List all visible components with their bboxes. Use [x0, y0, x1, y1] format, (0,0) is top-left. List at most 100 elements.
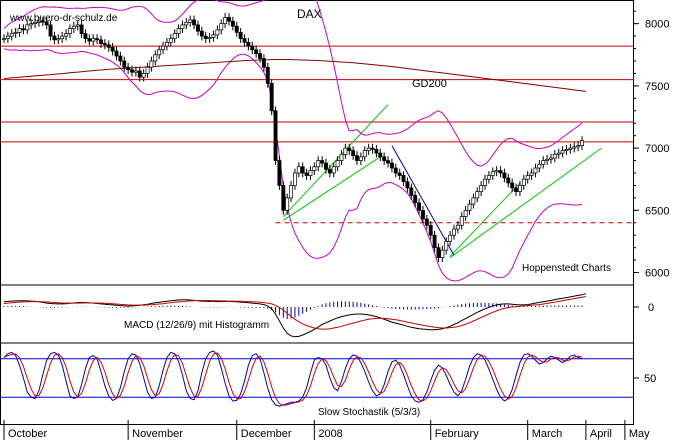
candle-body: [467, 203, 472, 211]
candle-body: [17, 28, 22, 33]
candle-body: [36, 20, 41, 23]
month-label: February: [435, 428, 480, 440]
month-label: December: [241, 428, 292, 440]
candle-body: [110, 46, 115, 52]
candle-body: [48, 24, 53, 37]
candle-body: [459, 216, 464, 226]
candle-body: [568, 147, 573, 150]
y-tick-label: 7000: [645, 143, 669, 155]
candle-body: [188, 19, 193, 23]
watermark: www.buero-dr-schulz.de: [9, 13, 118, 24]
candle-body: [130, 69, 134, 73]
candle-body: [304, 172, 309, 176]
candle-body: [374, 149, 379, 154]
candle-body: [545, 158, 550, 161]
candle-body: [141, 73, 146, 78]
y-tick-label: 6000: [645, 268, 669, 280]
candle-body: [560, 150, 565, 154]
candle-body: [207, 37, 212, 39]
month-label: March: [532, 428, 563, 440]
candle-body: [219, 23, 224, 31]
candle-body: [471, 197, 476, 205]
gd200-label: GD200: [412, 78, 447, 90]
candle-body: [448, 234, 453, 242]
stoch-d-line: [3, 352, 583, 406]
candle-body: [137, 70, 142, 78]
candle-body: [87, 38, 92, 42]
candle-body: [29, 23, 34, 26]
candle-body: [281, 185, 286, 211]
candle-body: [413, 195, 418, 204]
candle-body: [238, 32, 243, 39]
candle-body: [126, 66, 131, 71]
candle-body: [494, 170, 499, 173]
candle-body: [246, 41, 251, 47]
candle-body: [273, 110, 278, 161]
candle-body: [358, 156, 363, 161]
candle-body: [552, 153, 557, 159]
candle-body: [242, 38, 247, 43]
candle-body: [386, 160, 390, 164]
candle-body: [71, 25, 76, 29]
candle-body: [327, 168, 332, 174]
candle-body: [168, 38, 173, 43]
candle-body: [122, 60, 127, 68]
candle-body: [521, 178, 526, 186]
candle-body: [421, 209, 425, 220]
candle-body: [556, 152, 561, 155]
candle-body: [230, 20, 235, 27]
candle-body: [432, 234, 437, 249]
candle-body: [331, 166, 336, 174]
candle-body: [157, 49, 162, 56]
candle-body: [409, 187, 414, 196]
candle-body: [300, 166, 305, 174]
candle-body: [490, 171, 495, 176]
candle-body: [265, 66, 270, 84]
candle-body: [149, 60, 154, 68]
stoch-k-line: [3, 350, 583, 407]
candle-body: [99, 39, 103, 44]
month-label: May: [629, 428, 650, 440]
candle-body: [258, 53, 262, 59]
candle-body: [366, 147, 371, 151]
candle-body: [324, 162, 328, 170]
candle-body: [250, 45, 255, 51]
candle-body: [362, 150, 367, 158]
stochastic-label: Slow Stochastik (5/3/3): [318, 407, 420, 418]
candle-body: [514, 187, 519, 193]
candle-body: [486, 175, 491, 180]
macd-label: MACD (12/26/9) mit Histogramm: [124, 320, 269, 331]
candle-body: [572, 146, 577, 149]
candle-body: [261, 58, 266, 68]
candle-body: [417, 202, 422, 211]
y-tick-label: 8000: [645, 19, 669, 31]
candle-body: [5, 35, 10, 39]
candle-body: [285, 197, 290, 211]
candle-body: [510, 182, 515, 189]
candle-body: [145, 66, 150, 74]
candle-body: [463, 209, 468, 217]
candle-body: [64, 33, 69, 37]
candle-body: [533, 167, 538, 174]
candle-body: [436, 247, 441, 258]
candle-body: [161, 45, 165, 51]
candle-body: [525, 175, 530, 180]
candle-body: [292, 172, 297, 186]
candle-body: [424, 218, 429, 226]
macd-signal-line: [3, 296, 586, 330]
month-label: November: [132, 428, 183, 440]
candle-body: [335, 160, 340, 168]
candle-body: [355, 155, 359, 161]
macd-tick-label: 0: [648, 302, 654, 314]
candle-body: [502, 172, 507, 179]
gd200-line: [3, 59, 586, 92]
candle-body: [83, 33, 88, 39]
candle-body: [180, 24, 185, 29]
candle-body: [378, 152, 383, 158]
month-label: April: [590, 428, 612, 440]
candle-body: [196, 24, 200, 32]
candle-body: [269, 83, 274, 112]
candle-body: [452, 228, 456, 236]
candle-body: [203, 35, 208, 39]
